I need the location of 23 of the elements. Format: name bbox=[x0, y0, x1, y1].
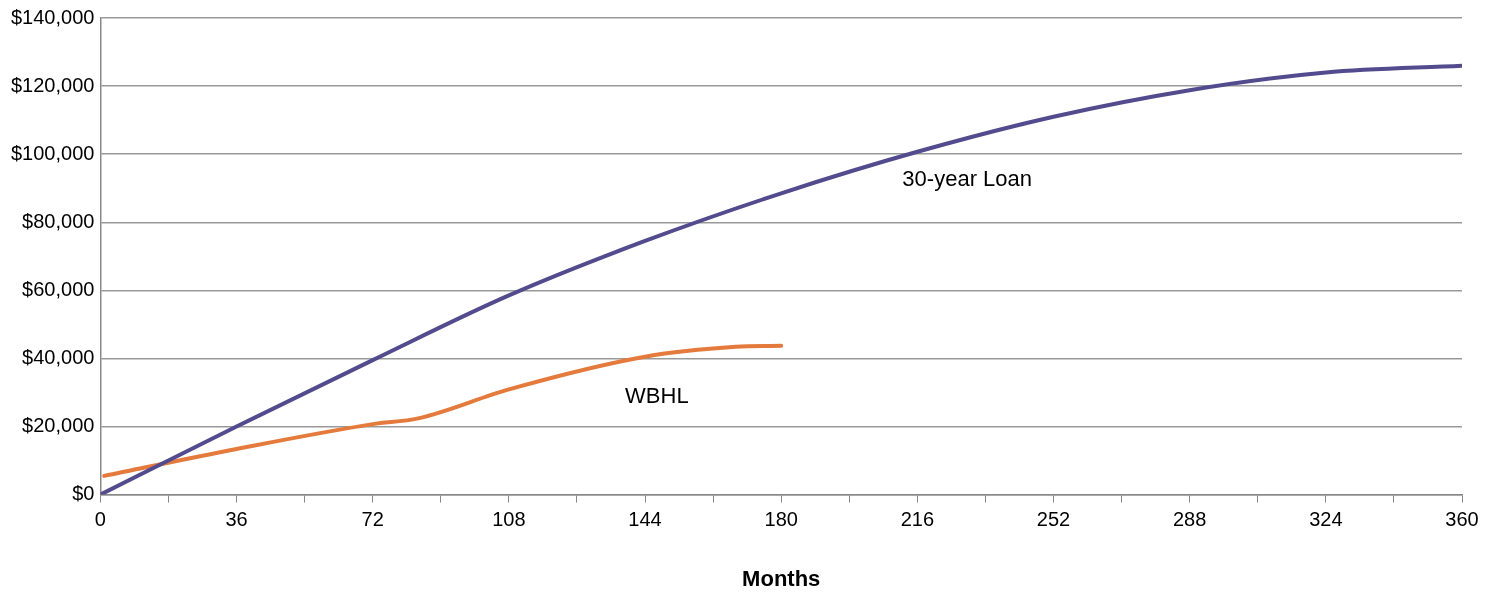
x-tick-label: 288 bbox=[1173, 508, 1207, 531]
series-label: 30-year Loan bbox=[902, 165, 1033, 191]
x-tick-label: 324 bbox=[1309, 508, 1343, 531]
x-tick-label: 180 bbox=[764, 508, 798, 531]
y-tick-label: $40,000 bbox=[22, 345, 95, 368]
series-label: WBHL bbox=[625, 382, 689, 408]
line-series bbox=[102, 343, 784, 478]
y-tick-label: $20,000 bbox=[22, 414, 95, 437]
x-axis-title: Months bbox=[742, 565, 821, 591]
x-tick-label: 36 bbox=[225, 508, 248, 531]
x-tick-label: 0 bbox=[94, 508, 106, 531]
y-tick-label: $120,000 bbox=[11, 73, 95, 96]
y-tick-label: $0 bbox=[72, 482, 95, 505]
x-tick-label: 108 bbox=[492, 508, 526, 531]
x-tick-label: 360 bbox=[1445, 508, 1479, 531]
y-tick-label: $60,000 bbox=[22, 277, 95, 300]
y-tick-label: $140,000 bbox=[11, 5, 95, 28]
x-tick-label: 252 bbox=[1036, 508, 1071, 531]
y-tick-label: $100,000 bbox=[11, 141, 95, 164]
x-tick-label: 72 bbox=[361, 508, 384, 531]
x-tick-label: 144 bbox=[628, 508, 662, 531]
x-tick-label: 216 bbox=[900, 508, 935, 531]
y-tick-label: $80,000 bbox=[22, 209, 95, 232]
